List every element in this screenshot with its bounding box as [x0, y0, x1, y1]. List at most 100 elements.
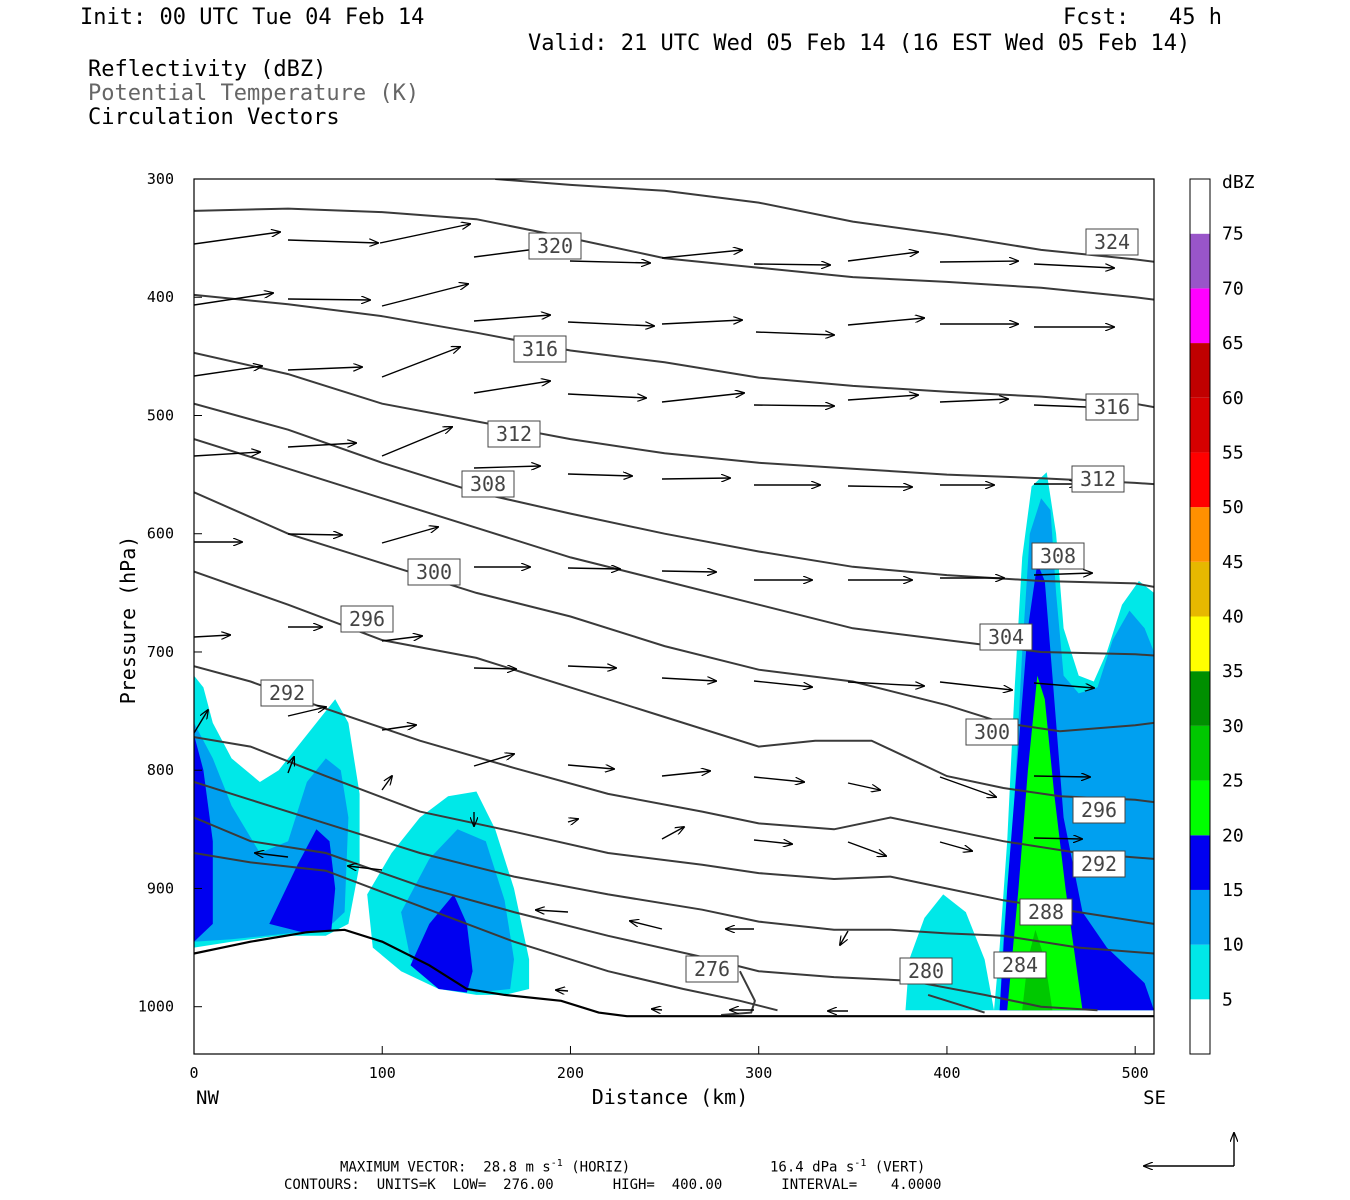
- colorbar-swatch: [1190, 233, 1210, 289]
- theta-label-308: 308: [1031, 542, 1085, 570]
- circulation-vector: [652, 1009, 663, 1010]
- circulation-vector: [381, 725, 416, 731]
- circulation-vector: [567, 819, 578, 822]
- theta-label-320: 320: [528, 232, 582, 260]
- theta-label-box: [685, 955, 739, 983]
- theta-label-276: 276: [685, 955, 739, 983]
- colorbar-swatch: [1190, 288, 1210, 344]
- theta-label-text: 284: [1002, 953, 1038, 977]
- circulation-vector: [939, 841, 972, 851]
- theta-label-box: [1072, 850, 1126, 878]
- colorbar-units: dBZ: [1222, 172, 1255, 193]
- theta-label-316: 316: [513, 335, 567, 363]
- y-tick-label: 800: [147, 761, 174, 779]
- circulation-vector: [348, 866, 383, 870]
- circulation-vector: [255, 853, 289, 857]
- circulation-vector: [194, 710, 208, 734]
- colorbar-level-label: 55: [1222, 442, 1244, 463]
- max-vector-horizontal: MAXIMUM VECTOR: 28.8 m s-1 (HORIZ): [340, 1158, 630, 1176]
- circulation-vector: [567, 765, 614, 769]
- max-vector-label: MAXIMUM VECTOR:: [340, 1159, 467, 1176]
- circulation-vector: [661, 393, 744, 403]
- theta-label-284: 284: [993, 951, 1047, 979]
- x-tick-label: 100: [369, 1064, 396, 1082]
- colorbar-level-label: 75: [1222, 224, 1244, 245]
- horiz-tag: (HORIZ): [571, 1159, 631, 1176]
- theta-label-box: [340, 605, 394, 633]
- circulation-vector: [753, 405, 834, 406]
- colorbar-swatch: [1190, 944, 1210, 1000]
- field-vectors: Circulation Vectors: [88, 105, 340, 130]
- circulation-vector: [567, 568, 620, 569]
- colorbar-swatch: [1190, 671, 1210, 726]
- circulation-vector: [755, 332, 834, 335]
- circulation-vector: [473, 315, 550, 322]
- horiz-exp: -1: [550, 1158, 563, 1169]
- theta-label-text: 300: [416, 560, 452, 584]
- theta-label-box: [1072, 796, 1126, 824]
- theta-label-text: 296: [1081, 798, 1117, 822]
- theta-label-296: 296: [340, 605, 394, 633]
- circulation-vector: [661, 771, 710, 777]
- circulation-vector: [753, 776, 804, 782]
- max-vector-vertical: 16.4 dPa s-1 (VERT): [770, 1158, 925, 1176]
- y-tick-label: 400: [147, 288, 174, 306]
- circulation-vector: [753, 264, 830, 265]
- circulation-vector: [287, 367, 362, 370]
- y-tick-label: 300: [147, 170, 174, 188]
- theta-label-text: 316: [1094, 395, 1130, 419]
- colorbar-level-label: 45: [1222, 552, 1244, 573]
- circulation-vector: [939, 776, 996, 797]
- circulation-vector: [569, 261, 650, 263]
- theta-label-box: [1071, 465, 1125, 493]
- colorbar-level-label: 20: [1222, 825, 1244, 846]
- theta-label-text: 320: [537, 234, 573, 258]
- axes-layer: 300 400 500 600 700 800 900 1000 0 100 200 300 400 50…: [116, 170, 1166, 1109]
- circulation-vector: [287, 707, 326, 717]
- circulation-vector: [473, 381, 550, 394]
- reflectivity-region-20dbz: [1007, 675, 1083, 1011]
- circulation-vector: [847, 681, 924, 686]
- theta-contour: [194, 438, 1154, 657]
- circulation-vector-layer: [194, 224, 1114, 1011]
- circulation-vector: [661, 320, 742, 325]
- theta-contour: [194, 491, 1154, 733]
- circulation-vector: [381, 527, 438, 544]
- circulation-vector: [381, 284, 468, 307]
- reflectivity-region-15dbz: [410, 894, 473, 993]
- colorbar-swatch: [1190, 780, 1210, 836]
- theta-label-box: [407, 558, 461, 586]
- theta-label-box: [487, 420, 541, 448]
- circulation-vector: [287, 534, 342, 535]
- theta-contour: [194, 781, 1154, 955]
- x-tick-label: 500: [1122, 1064, 1149, 1082]
- vert-tag: (VERT): [874, 1159, 926, 1176]
- plot-frame: [193, 178, 1155, 1055]
- forecast-hour: Fcst: 45 h: [1063, 5, 1222, 30]
- theta-label-text: 324: [1094, 230, 1130, 254]
- circulation-vector: [381, 427, 452, 457]
- theta-label-292: 292: [260, 679, 314, 707]
- circulation-vector: [381, 347, 460, 378]
- theta-label-box: [993, 951, 1047, 979]
- circulation-vector: [661, 678, 716, 681]
- circulation-vector: [1033, 776, 1090, 777]
- vert-value: 16.4 dPa s: [770, 1159, 855, 1176]
- circulation-vector: [1033, 682, 1094, 688]
- theta-label-288: 288: [1019, 898, 1073, 926]
- circulation-vector: [567, 474, 632, 476]
- circulation-vector: [556, 990, 569, 991]
- theta-contour: [194, 852, 778, 1012]
- colorbar-level-label: 50: [1222, 497, 1244, 518]
- colorbar-swatch: [1190, 999, 1210, 1054]
- theta-label-296: 296: [1072, 796, 1126, 824]
- theta-label-text: 292: [1081, 852, 1117, 876]
- circulation-vector: [536, 910, 569, 912]
- theta-label-text: 308: [1040, 544, 1076, 568]
- circulation-vector: [288, 757, 294, 774]
- theta-label-308: 308: [461, 470, 515, 498]
- theta-label-316: 316: [1085, 393, 1139, 421]
- circulation-vector: [473, 754, 514, 767]
- circulation-vector: [753, 840, 792, 844]
- theta-label-324: 324: [1085, 228, 1139, 256]
